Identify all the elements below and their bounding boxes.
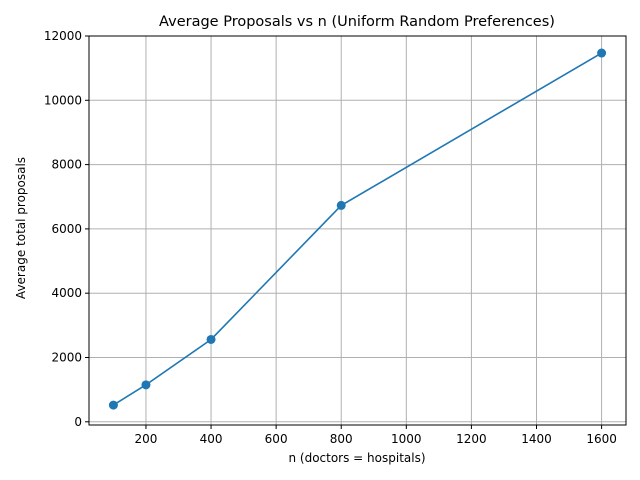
data-point [206,334,216,344]
y-tick-label: 12000 [44,29,82,43]
y-tick-label: 6000 [51,222,82,236]
x-tick-label: 400 [200,432,223,446]
x-tick-label: 1200 [456,432,487,446]
grid [89,35,626,425]
data-point [336,200,346,210]
y-tick-label: 4000 [51,286,82,300]
x-tick-label: 800 [330,432,353,446]
x-tick-label: 600 [265,432,288,446]
x-tick-label: 1000 [391,432,422,446]
x-tick-label: 1400 [521,432,552,446]
plot-frame [88,35,627,426]
y-tick-label: 0 [74,415,82,429]
y-tick-label: 10000 [44,93,82,107]
data-point [597,48,607,58]
tick-layer: 200 400 600 800 1000 1200 1400 1600 0 2000 4000 600… [44,29,617,446]
x-axis-label: n (doctors = hospitals) [288,451,425,465]
y-tick-label: 2000 [51,350,82,364]
series-layer [108,48,607,410]
data-point [141,380,151,390]
y-tick-label: 8000 [51,158,82,172]
x-tick-label: 1600 [586,432,617,446]
chart-title: Average Proposals vs n (Uniform Random P… [159,14,555,30]
y-axis-label: Average total proposals [14,157,28,299]
data-point [108,400,118,410]
x-tick-label: 200 [135,432,158,446]
